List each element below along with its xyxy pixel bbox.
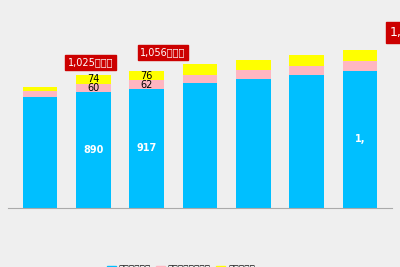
Bar	[343, 70, 377, 208]
Bar	[183, 83, 217, 208]
Bar	[289, 55, 324, 66]
Text: 917: 917	[136, 143, 157, 154]
Text: 1,: 1,	[355, 134, 365, 144]
Bar	[129, 70, 164, 80]
Text: 890: 890	[83, 145, 104, 155]
Bar	[343, 61, 377, 70]
Text: 1,181万トン: 1,181万トン	[389, 26, 400, 39]
Text: 1,025万トン: 1,025万トン	[68, 57, 114, 67]
Text: 76: 76	[140, 70, 153, 81]
Bar	[236, 60, 271, 70]
Bar	[129, 80, 164, 89]
Legend: 汏用エンプラ, スーパーエンプラ, 機能性樹脂: 汏用エンプラ, スーパーエンプラ, 機能性樹脂	[103, 262, 258, 267]
Bar	[23, 87, 57, 91]
Bar	[289, 66, 324, 75]
Bar	[76, 84, 111, 92]
Text: 74: 74	[87, 74, 100, 84]
Bar	[76, 92, 111, 208]
Text: 60: 60	[87, 83, 100, 93]
Bar	[183, 64, 217, 74]
Text: 62: 62	[140, 80, 153, 89]
Bar	[23, 97, 57, 208]
Bar	[129, 89, 164, 208]
Text: 1,056万トン: 1,056万トン	[140, 48, 185, 57]
Bar	[343, 50, 377, 61]
Bar	[236, 79, 271, 208]
Bar	[289, 75, 324, 208]
Bar	[236, 70, 271, 79]
Bar	[183, 74, 217, 83]
Bar	[76, 74, 111, 84]
Bar	[23, 91, 57, 97]
